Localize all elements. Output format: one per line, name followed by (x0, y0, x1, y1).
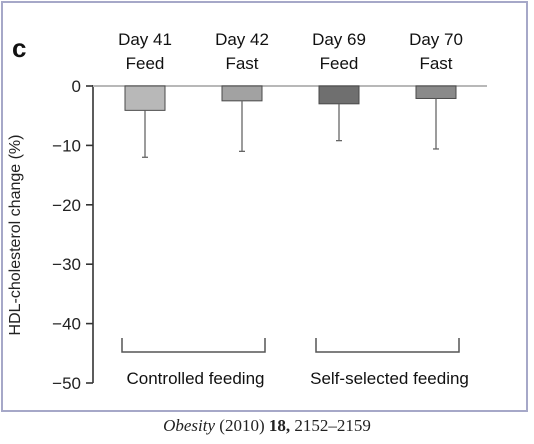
category-label: Day 41 (118, 30, 172, 49)
group-label: Self-selected feeding (310, 369, 469, 388)
category-label: Day 69 (312, 30, 366, 49)
y-tick-label: −30 (52, 255, 81, 274)
category-label: Fast (419, 54, 452, 73)
panel-label: c (12, 33, 26, 63)
bar (124, 85, 166, 111)
y-tick-label: −20 (52, 196, 81, 215)
category-labels: Day 41 Feed Day 42 Fast Day 69 Feed Day 70 Fast (118, 30, 463, 73)
bar (415, 85, 457, 99)
y-tick-label: −40 (52, 315, 81, 334)
y-axis: 0 −10 −20 −30 −40 −50 (52, 77, 487, 393)
y-tick-label: −50 (52, 374, 81, 393)
caption-volume: 18, (268, 416, 291, 435)
group-label: Controlled feeding (127, 369, 265, 388)
group-bracket (315, 338, 460, 353)
y-tick-label: −10 (52, 136, 81, 155)
bar (318, 85, 360, 105)
category-label: Fast (225, 54, 258, 73)
group-bracket (121, 338, 266, 353)
category-label: Day 70 (409, 30, 463, 49)
caption-year: (2010) (215, 416, 269, 435)
caption-journal: Obesity (163, 416, 216, 435)
citation-caption: Obesity (2010) 18, 2152–2159 (0, 416, 534, 436)
bars (124, 85, 457, 158)
y-axis-label: HDL-cholesterol change (%) (7, 135, 24, 336)
category-label: Feed (126, 54, 165, 73)
category-label: Feed (320, 54, 359, 73)
y-tick-label: 0 (72, 77, 81, 96)
caption-pages: 2152–2159 (290, 416, 371, 435)
group-brackets: Controlled feeding Self-selected feeding (121, 338, 469, 388)
hdl-cholesterol-bar-chart: c HDL-cholesterol change (%) 0 −10 −20 −30 −… (7, 30, 487, 393)
category-label: Day 42 (215, 30, 269, 49)
bar (221, 85, 263, 102)
